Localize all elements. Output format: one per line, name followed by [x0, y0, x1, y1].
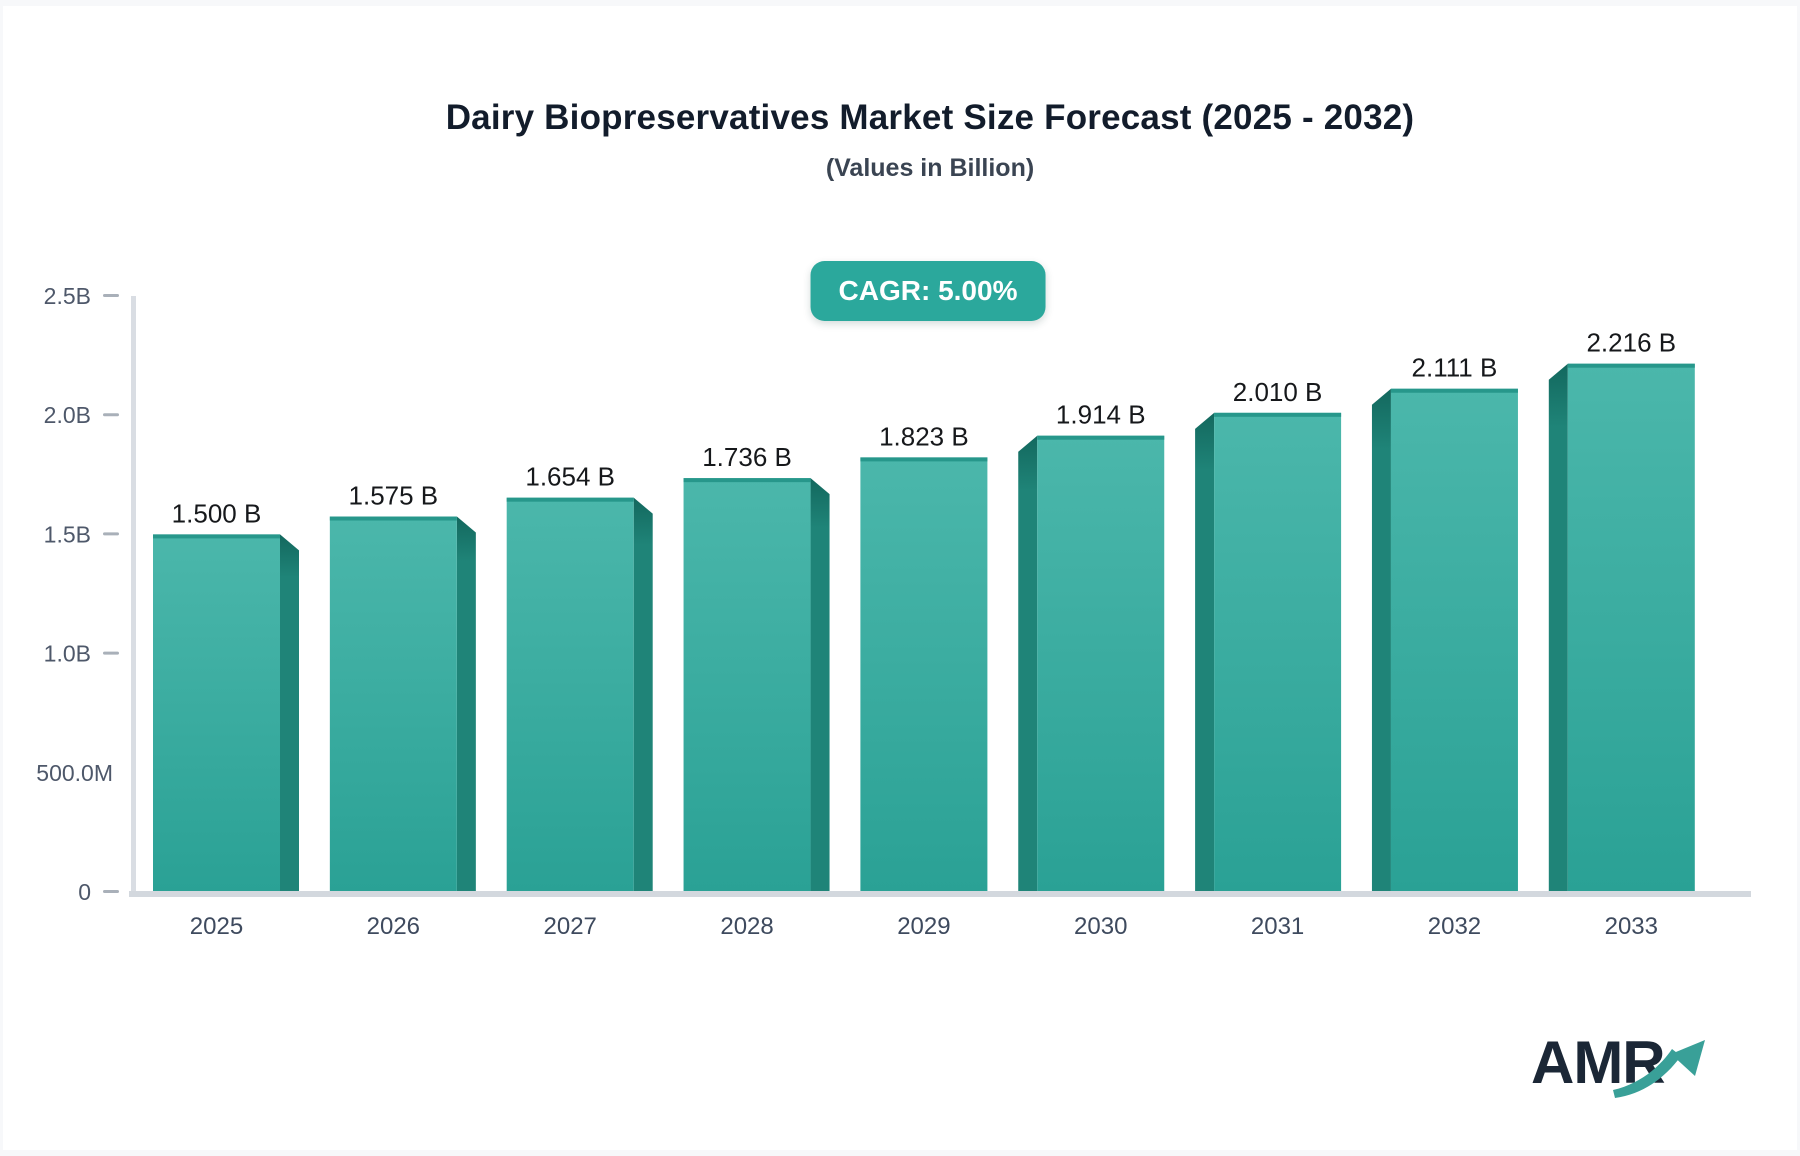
- bar-2025: [153, 534, 280, 892]
- bar-top-edge-2026: [329, 516, 457, 521]
- bar-top-edge-2032: [1390, 388, 1518, 393]
- x-axis-label-2031: 2031: [1251, 913, 1304, 940]
- bar-chart-canvas: 2.5B 2.0B 1.5B 1.0B 500.0M 0 1.500 B 2025 1.575 …: [36, 283, 1751, 940]
- y-axis-label-1.0B: 1.0B: [44, 641, 91, 667]
- bar-value-label-2031: 2.010 B: [1233, 377, 1323, 407]
- x-axis-label-2027: 2027: [544, 913, 597, 940]
- bar-top-edge-2027: [506, 497, 634, 502]
- x-axis-line: [129, 891, 1751, 897]
- bar-2031: [1214, 412, 1342, 892]
- y-axis-line: [131, 296, 136, 896]
- bar-side-2031: [1195, 412, 1215, 892]
- bar-2028: [683, 478, 811, 892]
- bar-2033: [1567, 363, 1695, 893]
- bar-top-edge-2030: [1037, 435, 1165, 440]
- bar-top-edge-2028: [683, 478, 811, 483]
- x-axis-label-2033: 2033: [1605, 913, 1658, 940]
- bar-2030: [1037, 435, 1165, 892]
- bar-side-2025: [280, 534, 299, 892]
- x-axis-label-2028: 2028: [720, 913, 773, 940]
- y-tick-1.0B: [103, 651, 119, 655]
- y-tick-0: [103, 890, 119, 893]
- y-tick-2.0B: [103, 413, 119, 417]
- chart-title: Dairy Biopreservatives Market Size Forec…: [445, 98, 1415, 137]
- bar-side-2033: [1548, 363, 1568, 893]
- bar-side-2030: [1018, 435, 1038, 892]
- bar-value-label-2027: 1.654 B: [525, 462, 615, 492]
- bar-value-label-2028: 1.736 B: [702, 442, 792, 472]
- bar-top-edge-2029: [860, 457, 988, 462]
- bar-2027: [506, 497, 634, 892]
- bar-side-2027: [633, 497, 653, 892]
- bar-side-2028: [810, 478, 830, 892]
- bar-value-label-2029: 1.823 B: [879, 421, 969, 451]
- bar-side-2032: [1371, 388, 1391, 892]
- x-axis-label-2030: 2030: [1074, 913, 1127, 940]
- bar-value-label-2025: 1.500 B: [172, 498, 262, 528]
- amr-logo: AMR: [1531, 1028, 1721, 1118]
- bar-top-edge-2031: [1214, 412, 1342, 417]
- bar-value-label-2030: 1.914 B: [1056, 400, 1146, 430]
- y-axis-label-1.5B: 1.5B: [44, 521, 91, 547]
- x-axis-label-2029: 2029: [897, 913, 950, 940]
- bar-2032: [1390, 388, 1518, 892]
- y-axis-label-2.5B: 2.5B: [44, 283, 91, 309]
- trend-arrow-icon: [1613, 1040, 1705, 1098]
- bar-2026: [329, 516, 457, 892]
- x-axis-label-2026: 2026: [367, 913, 420, 940]
- bar-value-label-2026: 1.575 B: [349, 481, 439, 511]
- y-axis-label-2.0B: 2.0B: [44, 402, 91, 428]
- bar-top-edge-2033: [1567, 363, 1695, 368]
- x-axis-label-2025: 2025: [190, 913, 243, 940]
- y-axis-label-0: 0: [78, 879, 91, 905]
- bar-top-edge-2025: [153, 534, 280, 539]
- bar-chart: 2.5B 2.0B 1.5B 1.0B 500.0M 0 1.500 B 2025 1.575 …: [3, 6, 1797, 1150]
- bar-value-label-2032: 2.111 B: [1412, 353, 1498, 383]
- cagr-badge: CAGR: 5.00%: [810, 261, 1046, 321]
- x-axis-label-2032: 2032: [1428, 913, 1481, 940]
- bar-2029: [860, 457, 988, 892]
- y-tick-1.5B: [103, 532, 119, 536]
- bar-side-2026: [456, 516, 476, 892]
- chart-subtitle: (Values in Billion): [825, 154, 1035, 182]
- bar-value-label-2033: 2.216 B: [1586, 328, 1676, 358]
- y-axis-label-500.0M: 500.0M: [36, 760, 113, 786]
- y-tick-2.5B: [103, 294, 119, 297]
